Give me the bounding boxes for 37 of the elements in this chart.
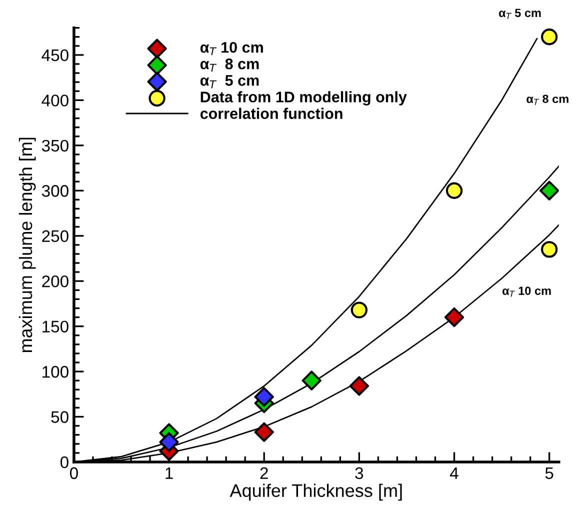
annotation: α$_{T}$ 8 cm	[526, 94, 568, 105]
x-tick-label: 3	[355, 467, 364, 480]
x-tick-label: 1	[166, 467, 173, 479]
y-tick-label: 400	[42, 94, 68, 106]
y-tick-label: 300	[42, 185, 68, 197]
legend-label: correlation function	[200, 108, 342, 120]
point	[254, 422, 274, 442]
point	[446, 182, 463, 199]
y-tick-label: 250	[42, 230, 68, 242]
x-tick-label: 5	[545, 467, 554, 480]
y-tick-label: 100	[42, 366, 68, 378]
point	[350, 302, 368, 318]
legend-label: Data from 1D modelling only	[200, 91, 407, 106]
point	[444, 307, 464, 328]
point	[159, 432, 179, 452]
y-tick-label: 50	[51, 411, 68, 423]
point	[254, 387, 274, 407]
y-tick-label: 350	[42, 140, 68, 152]
y-tick-label: 450	[42, 49, 68, 62]
annotation: α$_{T}$ 10 cm	[502, 286, 551, 297]
point	[540, 28, 558, 46]
legend-label: α$_{T}$ 10 cm	[200, 42, 263, 56]
x-tick-label: 0	[70, 467, 78, 480]
point	[302, 370, 322, 390]
point	[349, 376, 370, 396]
text: α$_{T}$ 5 cm	[499, 8, 541, 19]
y-tick-label: 0	[60, 456, 68, 468]
point	[539, 180, 559, 200]
x-tick-label: 2	[260, 467, 268, 479]
x-axis-title: Aquifer Thickness [m]	[230, 484, 402, 501]
y-tick-label: 200	[42, 275, 68, 288]
legend-label: α$_{T}$ 8 cm	[200, 58, 259, 72]
y-tick-label: 150	[42, 320, 68, 333]
legend-label: α$_{T}$ 5 cm	[200, 75, 259, 88]
point	[540, 241, 558, 258]
y-axis-title: maximum plume length [m]	[18, 138, 36, 352]
x-tick-label: 4	[450, 467, 458, 479]
